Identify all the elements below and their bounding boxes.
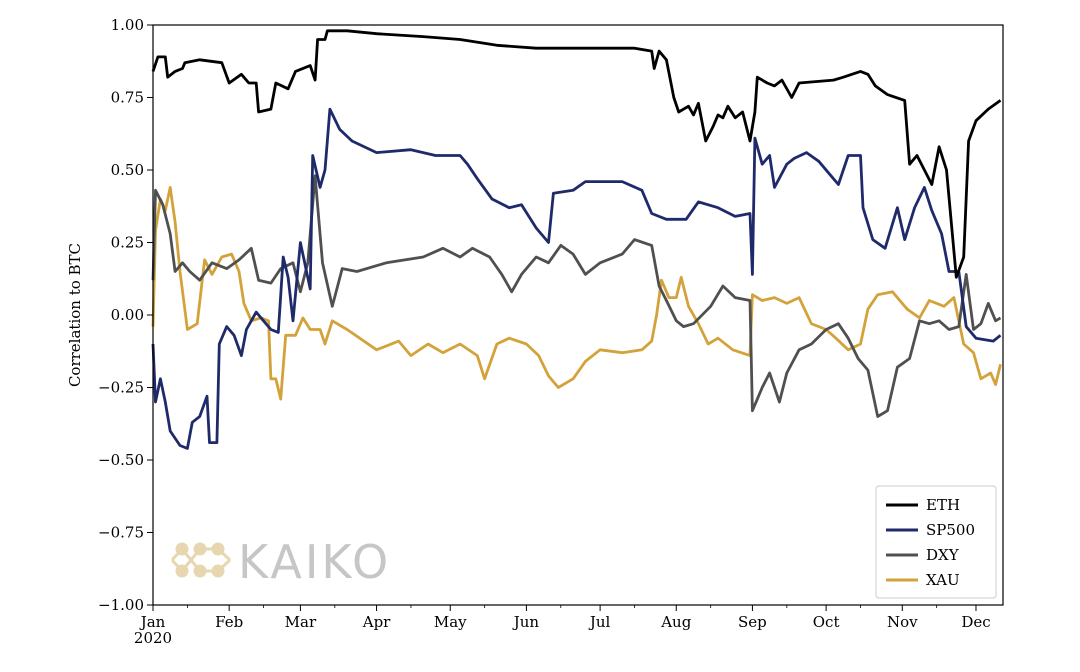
series-line-dxy bbox=[151, 174, 1002, 418]
x-tick-label: Sep bbox=[738, 613, 767, 631]
x-tick-label: Jan bbox=[139, 613, 166, 631]
series-layer bbox=[151, 29, 1002, 450]
y-tick-label: 1.00 bbox=[111, 16, 144, 34]
x-tick-label: Jul bbox=[588, 613, 611, 631]
x-tick-label: Jun bbox=[512, 613, 540, 631]
series-line-xau bbox=[151, 185, 1002, 401]
legend-label-eth: ETH bbox=[926, 496, 960, 514]
legend-label-xau: XAU bbox=[926, 571, 960, 589]
legend: ETH SP500 DXY XAU bbox=[875, 485, 997, 599]
y-tick-label: 0.00 bbox=[111, 306, 144, 324]
x-tick-label: Feb bbox=[215, 613, 243, 631]
y-tick-label: 0.50 bbox=[111, 161, 144, 179]
y-tick-label: −1.00 bbox=[98, 596, 144, 614]
x-year-label: 2020 bbox=[134, 629, 172, 647]
x-tick-label: Nov bbox=[887, 613, 918, 631]
legend-label-sp500: SP500 bbox=[926, 521, 975, 539]
x-tick-label: Aug bbox=[660, 613, 691, 631]
series-line-eth bbox=[151, 29, 1002, 279]
legend-label-dxy: DXY bbox=[926, 546, 960, 564]
x-tick-label: Oct bbox=[813, 613, 840, 631]
y-tick-label: 0.75 bbox=[111, 89, 144, 107]
y-tick-label: −0.75 bbox=[98, 524, 144, 542]
x-tick-label: Mar bbox=[285, 613, 317, 631]
series-line-sp500 bbox=[151, 107, 1002, 450]
y-tick-label: −0.25 bbox=[98, 379, 144, 397]
x-tick-label: May bbox=[434, 613, 467, 631]
x-axis: Jan Feb Mar Apr May Jun Jul Aug Sep Oct Nov Dec bbox=[139, 605, 991, 631]
y-tick-label: −0.50 bbox=[98, 451, 144, 469]
legend-box bbox=[875, 485, 997, 599]
watermark-text: KAIKO bbox=[238, 535, 391, 589]
kaiko-logo-icon bbox=[170, 542, 232, 578]
y-axis-label: Correlation to BTC bbox=[66, 243, 84, 387]
x-tick-label: Apr bbox=[362, 613, 391, 631]
x-tick-label: Dec bbox=[961, 613, 990, 631]
kaiko-watermark: KAIKO bbox=[170, 535, 391, 589]
y-axis: 1.00 0.75 0.50 0.25 0.00 −0.25 −0.50 −0.75 −1.00 bbox=[98, 16, 153, 614]
y-tick-label: 0.25 bbox=[111, 234, 144, 252]
